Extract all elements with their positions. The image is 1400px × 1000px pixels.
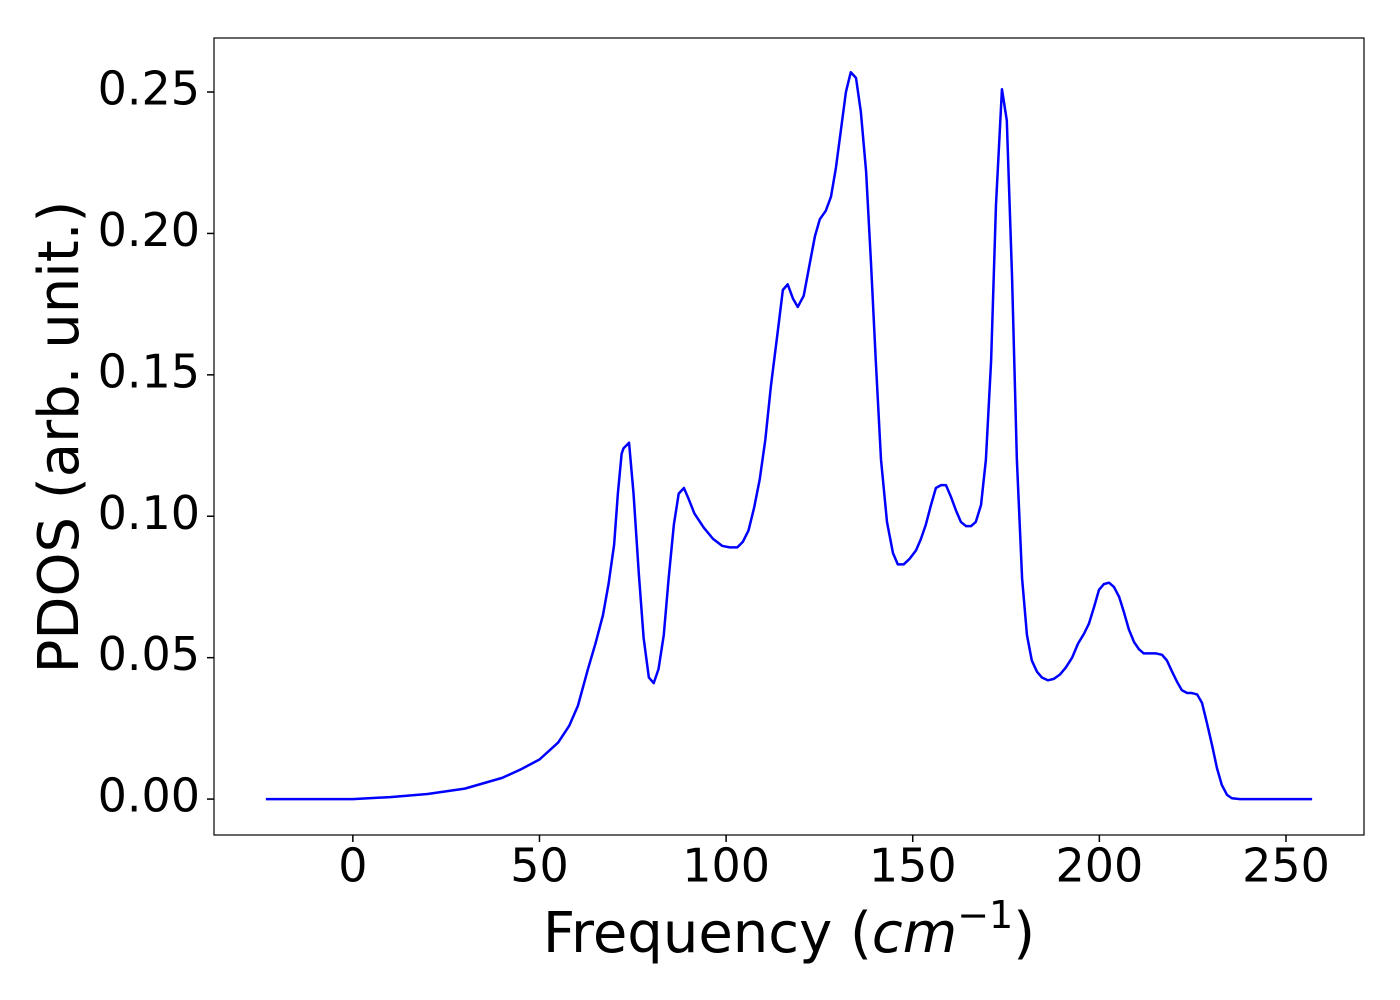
x-label-part: −1 xyxy=(957,893,1013,937)
plot-frame xyxy=(213,37,1365,836)
y-tick-label: 0.20 xyxy=(98,203,200,257)
y-tick-label: 0.05 xyxy=(98,627,200,681)
data-line xyxy=(265,70,1313,801)
x-tick-label: 50 xyxy=(510,839,569,893)
x-label-part: cm xyxy=(872,901,957,966)
x-tick-label: 250 xyxy=(1242,839,1330,893)
y-tick-label: 0.15 xyxy=(98,344,200,398)
y-tick-label: 0.00 xyxy=(98,769,200,823)
y-tick-label: 0.25 xyxy=(98,62,200,116)
x-label-part: Frequency ( xyxy=(543,901,872,966)
x-tick-label: 0 xyxy=(338,839,367,893)
y-tick-label: 0.10 xyxy=(98,486,200,540)
x-tick-label: 150 xyxy=(869,839,957,893)
x-axis-label: Frequency (cm−1) xyxy=(543,893,1035,966)
x-tick-label: 200 xyxy=(1055,839,1143,893)
y-axis-label: PDOS (arb. unit.) xyxy=(27,201,92,674)
x-tick-label: 100 xyxy=(682,839,770,893)
x-label-part: ) xyxy=(1013,901,1035,966)
